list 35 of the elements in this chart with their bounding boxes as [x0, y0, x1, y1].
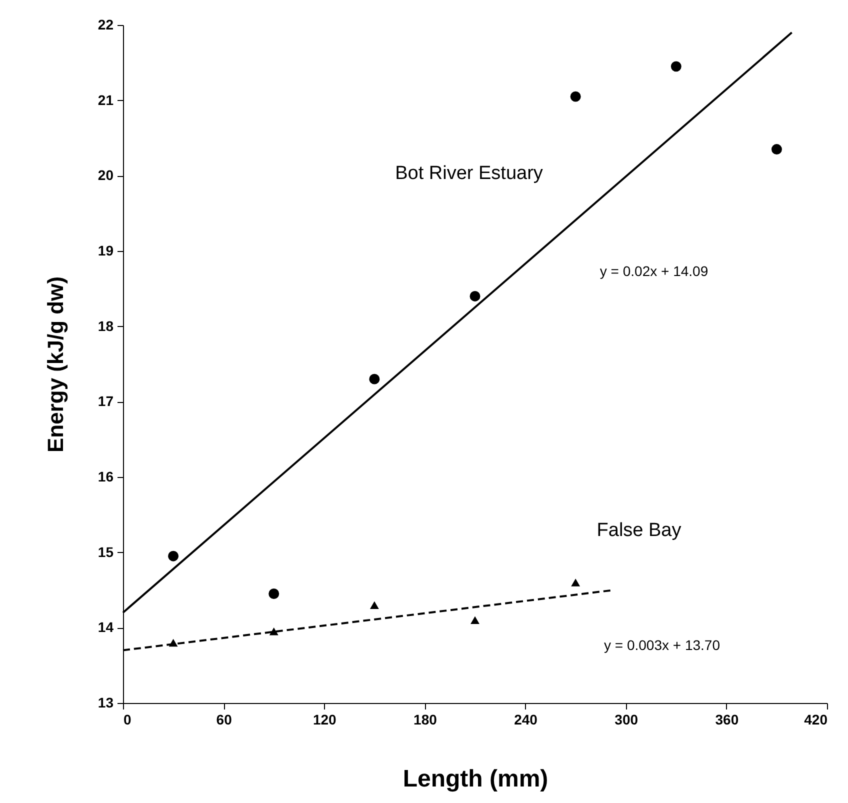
- annotation: y = 0.02x + 14.09: [600, 263, 708, 279]
- x-tick-label: 0: [124, 712, 132, 728]
- point: [369, 374, 380, 384]
- y-tick-label: 17: [98, 393, 114, 410]
- point: [470, 616, 480, 624]
- x-axis-title: Length (mm): [402, 766, 548, 792]
- y-axis-title: Energy (kJ/g dw): [42, 276, 68, 453]
- y-tick-label: 13: [98, 694, 114, 710]
- y-tick-label: 22: [98, 16, 114, 32]
- x-tick-label: 420: [804, 712, 828, 728]
- x-tick-label: 360: [715, 712, 739, 728]
- x-tick-label: 180: [414, 712, 438, 728]
- annotation: y = 0.003x + 13.70: [604, 637, 720, 653]
- y-tick-label: 16: [98, 468, 114, 484]
- point: [571, 578, 580, 586]
- point: [771, 144, 782, 155]
- text: Bot River Estuary: [395, 163, 544, 184]
- point: [570, 91, 581, 102]
- y-tick-label: 15: [98, 544, 114, 560]
- y-tick-label: 14: [98, 619, 114, 636]
- x-tick-label: 120: [312, 712, 337, 728]
- point: [168, 550, 179, 562]
- point: [269, 628, 278, 636]
- x-tick-label: 60: [216, 712, 232, 728]
- x-tick-label: 240: [514, 712, 538, 728]
- y-tick-label: 21: [98, 92, 114, 108]
- point: [370, 601, 379, 609]
- x-tick-label: 300: [614, 712, 638, 728]
- point: [670, 61, 682, 72]
- text: False Bay: [596, 520, 682, 541]
- point: [470, 290, 480, 302]
- point: [268, 588, 280, 599]
- y-tick-label: 18: [98, 318, 114, 334]
- y-tick-label: 20: [98, 167, 114, 184]
- y-tick-label: 19: [98, 242, 114, 258]
